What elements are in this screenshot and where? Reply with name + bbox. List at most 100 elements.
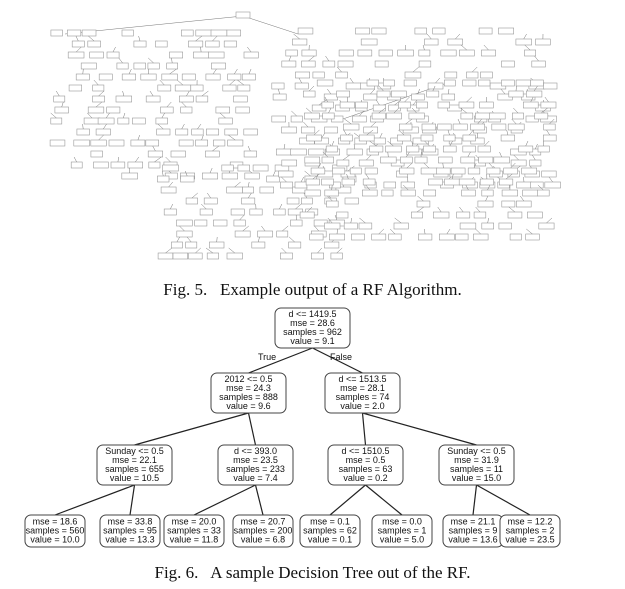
tree-node — [460, 112, 474, 120]
tree-node — [301, 60, 316, 68]
tree-edge — [76, 46, 82, 53]
tree-edge — [247, 181, 250, 188]
tree-edge — [327, 88, 332, 95]
tree-node — [221, 164, 234, 172]
tree-node — [529, 159, 542, 167]
tree-edge — [247, 412, 257, 446]
tree-edge — [525, 140, 529, 147]
tree-node — [479, 101, 494, 109]
tree-node — [541, 170, 557, 178]
tree-edge — [546, 217, 553, 224]
tree-edge — [359, 217, 366, 224]
tree-node — [75, 73, 90, 81]
tree-edge — [422, 44, 425, 51]
tree-edge — [510, 162, 516, 169]
node-line: mse = 0.5 — [346, 455, 386, 465]
node-box — [371, 514, 433, 548]
tree-node — [224, 128, 238, 136]
tree-node — [459, 222, 477, 230]
tree-node — [527, 211, 543, 219]
tree-edge — [247, 145, 251, 152]
tree-edge — [201, 90, 209, 97]
tree-node — [507, 211, 523, 219]
tree-edge — [476, 484, 531, 516]
tree-edge — [186, 236, 192, 243]
tree-node — [459, 49, 475, 57]
tree-edge — [307, 206, 313, 213]
tree-node — [213, 219, 228, 227]
tree-edge — [308, 55, 315, 62]
tree-edge — [248, 347, 313, 374]
tree-edge — [300, 176, 305, 183]
tree-node — [194, 219, 208, 227]
tree-edge — [281, 176, 287, 183]
tree-node — [67, 51, 85, 59]
tree-edge — [342, 154, 350, 161]
tree-node — [106, 106, 121, 114]
tree-node — [338, 49, 354, 57]
tree-edge — [359, 110, 364, 117]
fig6-caption-label: Fig. 6. — [154, 563, 199, 582]
tree-edge — [460, 44, 467, 51]
tree-edge — [337, 66, 342, 73]
tree-edge — [524, 44, 531, 51]
node-line: samples = 1 — [378, 526, 427, 536]
tree-edge — [82, 68, 84, 75]
tree-edge — [234, 181, 241, 188]
tree-node — [93, 161, 109, 169]
tree-edge — [376, 99, 380, 106]
tree-node — [259, 186, 274, 194]
tree-edge — [128, 68, 132, 75]
tree-edge — [184, 170, 188, 177]
tree-edge — [508, 206, 516, 213]
tree-node — [271, 115, 286, 123]
tree-node — [366, 79, 379, 87]
tree-edge — [423, 162, 430, 169]
tree-node — [478, 27, 493, 35]
node-box — [438, 444, 515, 486]
tree-node — [491, 123, 507, 131]
tree-edge — [152, 145, 156, 152]
tree-node — [242, 186, 254, 194]
tree-node — [411, 211, 423, 219]
tree-node — [223, 40, 237, 48]
node-line: value = 10.5 — [110, 473, 159, 483]
tree-node — [344, 197, 359, 205]
node-line: mse = 22.1 — [112, 455, 157, 465]
node-line: value = 6.8 — [241, 535, 285, 545]
edge-label-true: True — [258, 352, 276, 362]
tree-edge — [390, 228, 396, 235]
tree-node — [324, 222, 341, 230]
tree-node — [227, 139, 244, 147]
rf-tree-thumbnail — [49, 11, 561, 260]
tree-edge — [475, 228, 481, 235]
tree-edge — [261, 225, 266, 232]
tree-node — [473, 233, 489, 241]
tree-edge — [242, 15, 299, 35]
tree-node — [455, 233, 469, 241]
tree-node — [80, 62, 97, 70]
tree-edge — [212, 68, 217, 75]
tree-edge — [548, 176, 553, 183]
tree-edge — [186, 90, 190, 97]
tree-edge — [506, 129, 509, 136]
tree-edge — [343, 129, 347, 136]
tree-node — [351, 233, 365, 241]
node-line: value = 5.0 — [380, 535, 424, 545]
tree-edge — [93, 79, 99, 86]
tree-node — [213, 139, 226, 147]
node-line: value = 0.2 — [343, 473, 387, 483]
tree-edge — [366, 129, 374, 136]
tree-edge — [387, 151, 389, 158]
tree-edge — [242, 225, 249, 232]
node-box — [499, 514, 561, 548]
tree-edge — [248, 68, 252, 75]
tree-edge — [129, 484, 136, 516]
tree-edge — [137, 134, 140, 141]
tree-edge — [532, 154, 536, 161]
node-line: value = 7.4 — [233, 473, 277, 483]
tree-edge — [411, 107, 417, 114]
tree-node — [169, 51, 183, 59]
